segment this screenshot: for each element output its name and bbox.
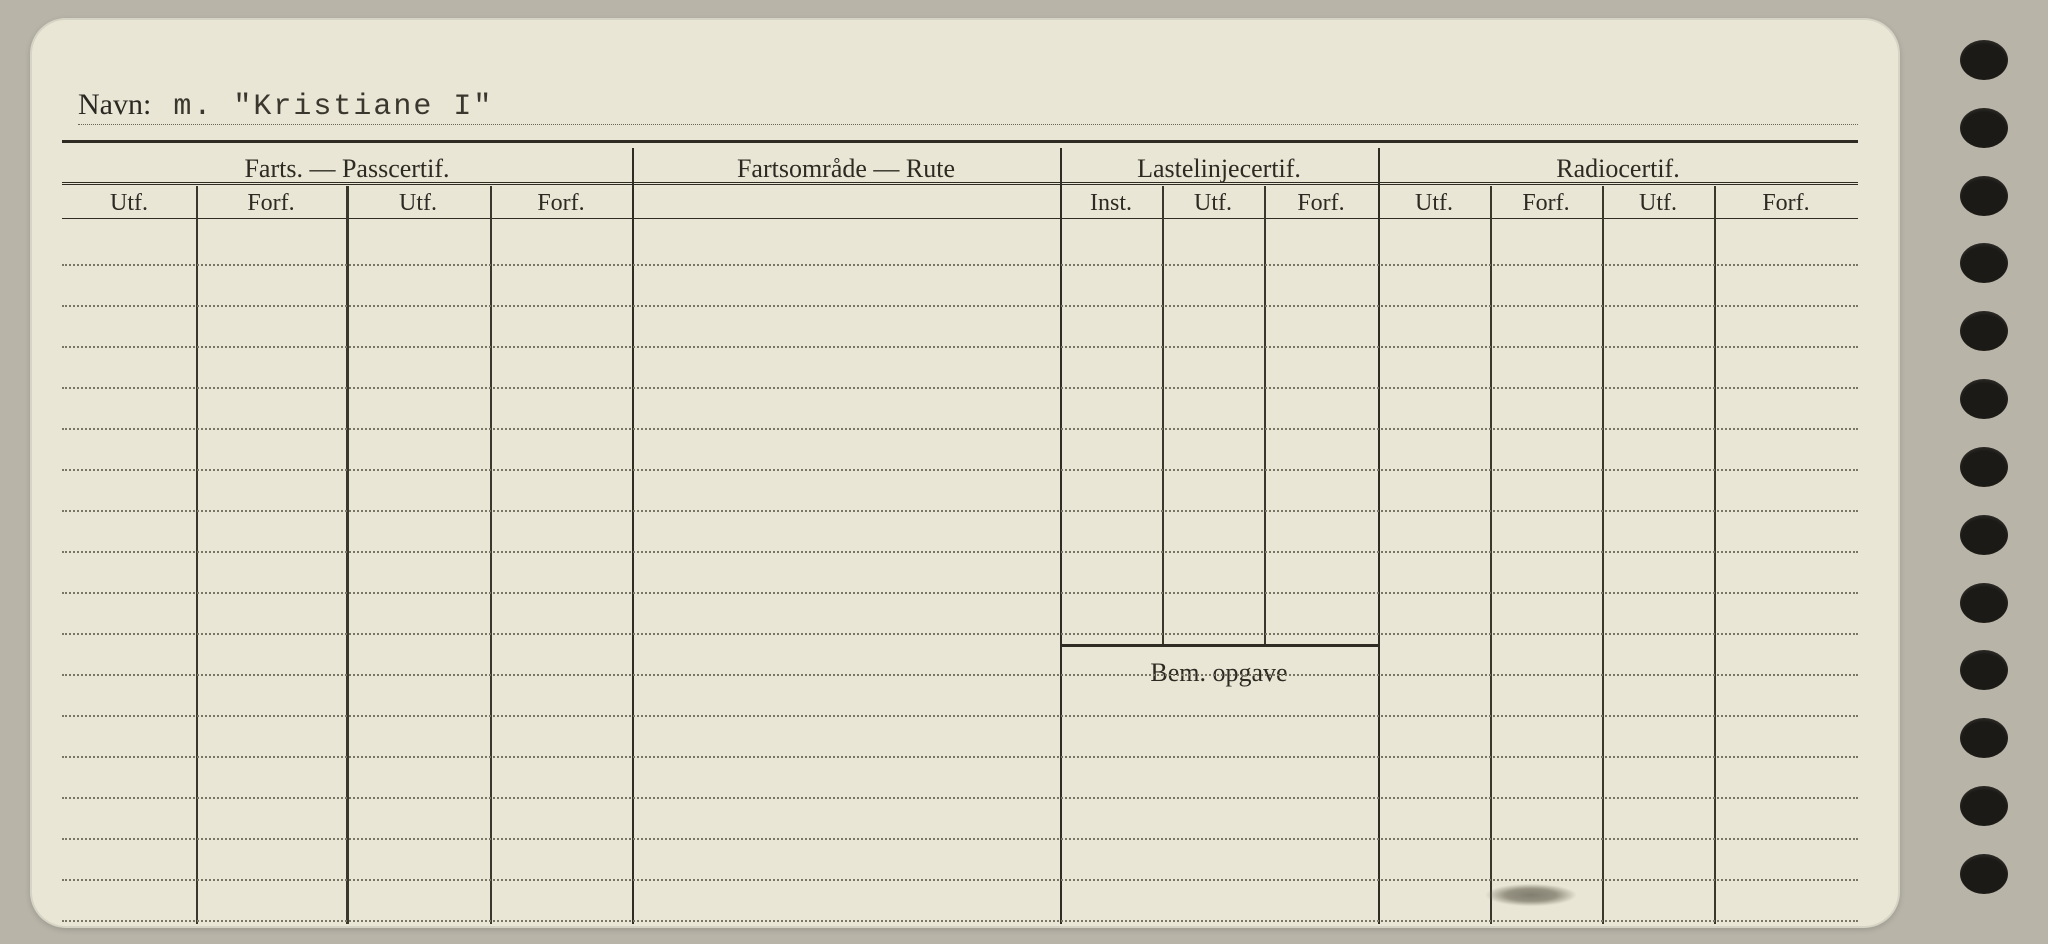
section-title-lastelinje: Lastelinjecertif. bbox=[1060, 154, 1378, 184]
binding-hole bbox=[1960, 650, 2008, 690]
binding-hole bbox=[1960, 379, 2008, 419]
passcertif-rule bbox=[62, 182, 632, 185]
col-forf-1: Forf. bbox=[196, 190, 346, 217]
col-utf-5: Utf. bbox=[1602, 190, 1714, 217]
dotted-row bbox=[62, 920, 1858, 922]
binding-hole bbox=[1960, 786, 2008, 826]
col-utf-2: Utf. bbox=[346, 190, 490, 217]
section-title-radiocertif: Radiocertif. bbox=[1378, 154, 1858, 184]
dotted-row bbox=[62, 838, 1858, 840]
dotted-row bbox=[62, 797, 1858, 799]
binding-holes bbox=[1960, 0, 2012, 944]
binding-hole bbox=[1960, 311, 2008, 351]
col-forf-5: Forf. bbox=[1714, 190, 1858, 217]
dotted-row bbox=[62, 510, 1858, 512]
main-rule bbox=[62, 140, 1858, 143]
dotted-row bbox=[62, 592, 1858, 594]
navn-label: Navn: bbox=[78, 88, 151, 122]
navn-value: m. "Kristiane I" bbox=[173, 90, 493, 124]
index-card: Navn: m. "Kristiane I" Farts. — Passcert… bbox=[30, 18, 1900, 928]
dotted-row bbox=[62, 551, 1858, 553]
binding-hole bbox=[1960, 447, 2008, 487]
col-inst: Inst. bbox=[1060, 190, 1162, 217]
lastelinje-subrule bbox=[1060, 218, 1378, 219]
binding-hole bbox=[1960, 176, 2008, 216]
smudge-mark bbox=[1486, 884, 1576, 906]
col-utf-4: Utf. bbox=[1378, 190, 1490, 217]
col-utf-3: Utf. bbox=[1162, 190, 1264, 217]
navn-underline bbox=[78, 124, 1858, 125]
binding-hole bbox=[1960, 583, 2008, 623]
col-forf-2: Forf. bbox=[490, 190, 632, 217]
binding-hole bbox=[1960, 718, 2008, 758]
binding-hole bbox=[1960, 515, 2008, 555]
binding-hole bbox=[1960, 108, 2008, 148]
rows-container bbox=[62, 220, 1858, 924]
dotted-row bbox=[62, 715, 1858, 717]
binding-hole bbox=[1960, 40, 2008, 80]
navn-row: Navn: m. "Kristiane I" bbox=[78, 88, 1858, 124]
col-forf-4: Forf. bbox=[1490, 190, 1602, 217]
dotted-row bbox=[62, 305, 1858, 307]
dotted-row bbox=[62, 346, 1858, 348]
section-title-fartsomrade: Fartsområde — Rute bbox=[632, 154, 1060, 184]
dotted-row bbox=[62, 674, 1858, 676]
radiocertif-subrule bbox=[1378, 218, 1858, 219]
lastelinje-rule bbox=[1060, 182, 1378, 185]
col-forf-3: Forf. bbox=[1264, 190, 1378, 217]
binding-hole bbox=[1960, 243, 2008, 283]
dotted-row bbox=[62, 264, 1858, 266]
dotted-row bbox=[62, 469, 1858, 471]
col-utf-1: Utf. bbox=[62, 190, 196, 217]
fartsomrade-rule bbox=[632, 182, 1060, 185]
section-title-passcertif: Farts. — Passcertif. bbox=[62, 154, 632, 184]
dotted-row bbox=[62, 387, 1858, 389]
dotted-row bbox=[62, 756, 1858, 758]
fartsomrade-subrule bbox=[632, 218, 1060, 219]
binding-hole bbox=[1960, 854, 2008, 894]
dotted-row bbox=[62, 633, 1858, 635]
radiocertif-rule bbox=[1378, 182, 1858, 185]
dotted-row bbox=[62, 428, 1858, 430]
dotted-row bbox=[62, 879, 1858, 881]
